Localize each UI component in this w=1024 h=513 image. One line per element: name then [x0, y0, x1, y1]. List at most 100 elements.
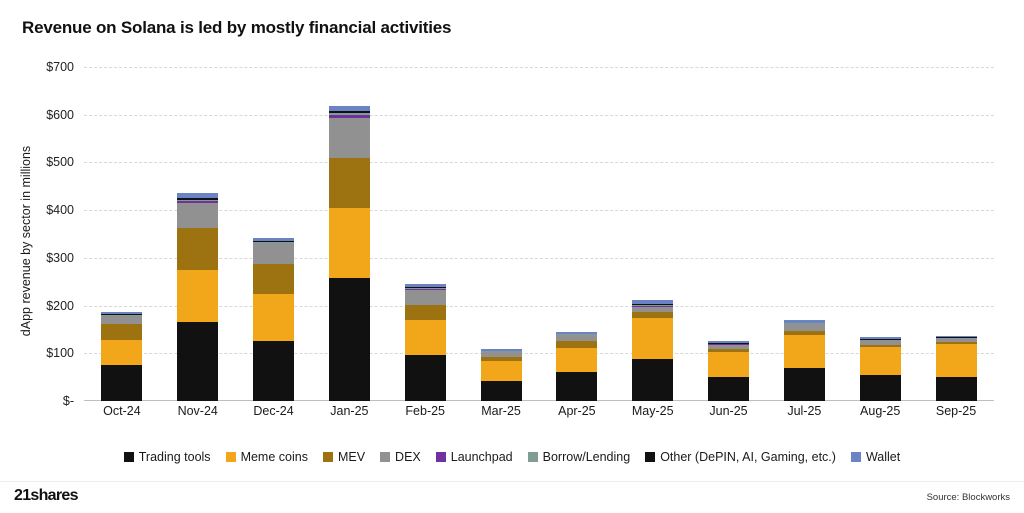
bar-stack[interactable]: [632, 300, 674, 401]
bar-segment[interactable]: [556, 335, 598, 341]
bar-segment[interactable]: [177, 201, 219, 204]
bar-column[interactable]: [84, 67, 159, 401]
bar-segment[interactable]: [328, 157, 370, 208]
bar-segment[interactable]: [177, 322, 219, 401]
bar-segment[interactable]: [101, 340, 143, 366]
bar-segment[interactable]: [404, 288, 446, 290]
bar-segment[interactable]: [101, 323, 143, 341]
bar-column[interactable]: [919, 67, 994, 401]
bar-segment[interactable]: [328, 110, 370, 114]
bar-segment[interactable]: [632, 318, 674, 360]
legend-item[interactable]: Meme coins: [225, 450, 308, 464]
bar-column[interactable]: [236, 67, 311, 401]
bar-segment[interactable]: [177, 269, 219, 323]
bar-segment[interactable]: [632, 312, 674, 319]
legend-item[interactable]: MEV: [322, 450, 365, 464]
bar-segment[interactable]: [480, 360, 522, 381]
bar-stack[interactable]: [101, 311, 143, 401]
bar-stack[interactable]: [480, 349, 522, 401]
bar-segment[interactable]: [101, 314, 143, 316]
bar-segment[interactable]: [632, 303, 674, 305]
bar-column[interactable]: [312, 67, 387, 401]
bar-segment[interactable]: [632, 300, 674, 304]
bar-segment[interactable]: [101, 365, 143, 401]
bar-segment[interactable]: [177, 192, 219, 199]
bar-segment[interactable]: [935, 377, 977, 401]
bar-segment[interactable]: [480, 351, 522, 357]
legend-item[interactable]: DEX: [380, 450, 421, 464]
legend-item[interactable]: Wallet: [850, 450, 900, 464]
bar-segment[interactable]: [783, 331, 825, 336]
bar-stack[interactable]: [556, 331, 598, 401]
bar-segment[interactable]: [101, 311, 143, 315]
bar-segment[interactable]: [632, 306, 674, 313]
bar-segment[interactable]: [708, 344, 750, 349]
bar-segment[interactable]: [404, 354, 446, 401]
bar-segment[interactable]: [556, 347, 598, 373]
bar-stack[interactable]: [935, 336, 977, 401]
bar-column[interactable]: [767, 67, 842, 401]
bar-stack[interactable]: [783, 320, 825, 401]
legend-item[interactable]: Launchpad: [435, 450, 513, 464]
bar-segment[interactable]: [404, 290, 446, 306]
bar-segment[interactable]: [783, 320, 825, 323]
bar-segment[interactable]: [935, 343, 977, 378]
bar-segment[interactable]: [253, 240, 295, 242]
bar-segment[interactable]: [783, 324, 825, 332]
bar-column[interactable]: [464, 67, 539, 401]
legend-item[interactable]: Trading tools: [123, 450, 211, 464]
bar-segment[interactable]: [783, 335, 825, 369]
bar-segment[interactable]: [253, 243, 295, 264]
bar-segment[interactable]: [935, 342, 977, 344]
bar-segment[interactable]: [328, 115, 370, 118]
bar-segment[interactable]: [328, 277, 370, 401]
bar-segment[interactable]: [480, 349, 522, 351]
bar-segment[interactable]: [708, 377, 750, 401]
bar-column[interactable]: [843, 67, 918, 401]
bar-segment[interactable]: [253, 293, 295, 342]
bar-segment[interactable]: [101, 316, 143, 324]
bar-segment[interactable]: [253, 341, 295, 401]
bar-segment[interactable]: [556, 331, 598, 334]
bar-segment[interactable]: [783, 368, 825, 401]
bar-segment[interactable]: [708, 341, 750, 344]
bar-segment[interactable]: [480, 356, 522, 361]
bar-segment[interactable]: [632, 304, 674, 306]
bar-segment[interactable]: [177, 199, 219, 202]
bar-stack[interactable]: [708, 341, 750, 401]
bar-segment[interactable]: [859, 344, 901, 348]
bar-column[interactable]: [160, 67, 235, 401]
bar-stack[interactable]: [253, 237, 295, 401]
bar-column[interactable]: [615, 67, 690, 401]
bar-stack[interactable]: [859, 337, 901, 401]
bar-segment[interactable]: [859, 340, 901, 345]
bar-segment[interactable]: [859, 374, 901, 401]
legend-item[interactable]: Borrow/Lending: [527, 450, 630, 464]
bar-column[interactable]: [539, 67, 614, 401]
bar-segment[interactable]: [253, 263, 295, 294]
bar-segment[interactable]: [708, 348, 750, 352]
bar-segment[interactable]: [404, 287, 446, 289]
bar-segment[interactable]: [328, 113, 370, 116]
bar-segment[interactable]: [328, 117, 370, 158]
bar-segment[interactable]: [935, 338, 977, 343]
bar-segment[interactable]: [253, 241, 295, 243]
bar-segment[interactable]: [632, 305, 674, 307]
bar-segment[interactable]: [708, 351, 750, 378]
bar-segment[interactable]: [404, 320, 446, 355]
bar-segment[interactable]: [177, 203, 219, 228]
bar-segment[interactable]: [556, 340, 598, 348]
bar-segment[interactable]: [404, 284, 446, 288]
bar-segment[interactable]: [101, 315, 143, 317]
bar-column[interactable]: [691, 67, 766, 401]
bar-segment[interactable]: [859, 347, 901, 375]
bar-segment[interactable]: [328, 207, 370, 278]
bar-column[interactable]: [388, 67, 463, 401]
bar-segment[interactable]: [404, 289, 446, 291]
bar-stack[interactable]: [328, 105, 370, 401]
bar-segment[interactable]: [632, 359, 674, 401]
bar-segment[interactable]: [556, 372, 598, 401]
bar-segment[interactable]: [404, 305, 446, 321]
bar-segment[interactable]: [177, 227, 219, 270]
legend-item[interactable]: Other (DePIN, AI, Gaming, etc.): [645, 450, 836, 464]
